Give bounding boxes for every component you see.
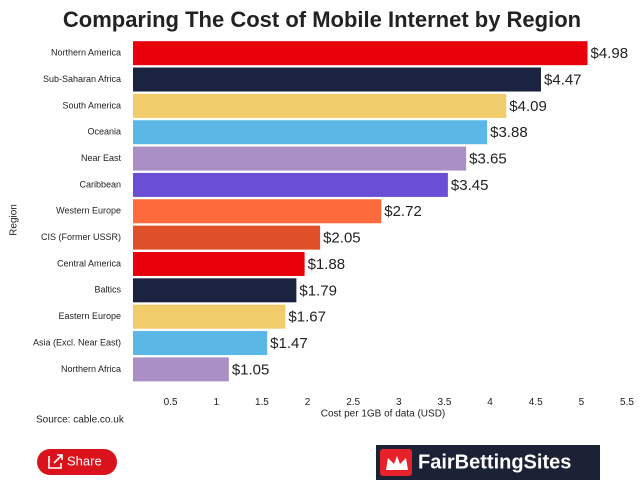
bar [133,146,467,171]
data-label: $4.98 [591,45,629,62]
brand-bg [376,445,600,480]
data-label: $1.88 [308,256,346,273]
x-tick-label: 2 [305,397,311,408]
data-label: $1.47 [270,335,308,352]
y-tick-label: Northern America [51,48,121,58]
y-tick-label: Central America [57,258,121,268]
bar [133,67,541,92]
x-tick-label: 2.5 [346,397,360,408]
bar [133,357,229,382]
bar [133,304,286,329]
bar [133,251,305,276]
data-label: $3.45 [451,177,489,194]
bar [133,331,268,356]
data-label: $2.72 [384,203,422,220]
y-tick-label: Sub-Saharan Africa [43,74,121,84]
x-tick-label: 4 [487,397,493,408]
data-label: $2.05 [323,230,361,247]
x-axis-label: Cost per 1GB of data (USD) [321,409,446,420]
brand-name: FairBettingSites [418,451,571,473]
data-label: $3.88 [490,124,528,141]
bar [133,225,321,250]
y-tick-label: Northern Africa [61,364,121,374]
bar [133,120,488,145]
share-label[interactable]: Share [67,453,102,468]
bar [133,41,588,66]
x-tick-label: 4.5 [529,397,543,408]
bar [133,93,507,118]
y-tick-label: Asia (Excl. Near East) [33,337,121,347]
brand-crown [386,456,408,470]
share-icon [48,454,63,469]
chart-title: Comparing The Cost of Mobile Internet by… [63,7,581,32]
y-axis-label: Region [9,204,20,236]
x-tick-label: 5.5 [620,397,634,408]
x-tick-label: 3 [396,397,402,408]
y-tick-label: Near East [81,153,122,163]
brand-logo: FairBettingSites [376,445,600,480]
bar [133,199,382,224]
x-tick-label: 1.5 [255,397,269,408]
x-tick-label: 0.5 [164,397,178,408]
y-tick-label: Eastern Europe [58,311,121,321]
data-label: $1.67 [288,309,326,326]
source: Source: cable.co.uk [36,415,125,426]
y-tick-label: Western Europe [56,206,121,216]
bar [133,278,297,303]
y-tick-label: Baltics [94,285,121,295]
x-tick-label: 5 [579,397,585,408]
x-tick-label: 3.5 [438,397,452,408]
y-tick-label: Oceania [87,127,121,137]
data-label: $1.05 [232,361,270,378]
data-label: $4.47 [544,71,582,88]
y-tick-label: CIS (Former USSR) [41,232,121,242]
bar [133,172,448,197]
data-label: $4.09 [509,98,547,115]
x-tick-label: 1 [213,397,219,408]
data-label: $1.79 [299,282,337,299]
data-label: $3.65 [469,151,507,168]
y-tick-label: South America [62,100,121,110]
share-button[interactable]: Share [37,449,117,475]
y-tick-label: Caribbean [79,179,121,189]
